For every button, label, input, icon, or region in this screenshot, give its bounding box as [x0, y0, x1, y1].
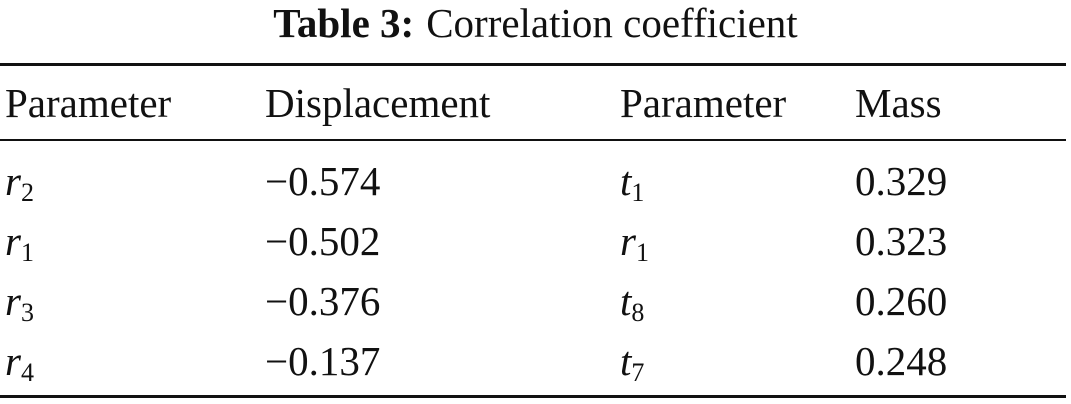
- parameter-cell: r1: [5, 218, 34, 276]
- caption-text: Correlation coefficient: [426, 0, 798, 46]
- parameter-cell: r1: [620, 218, 649, 276]
- symbol: r: [620, 218, 636, 264]
- symbol: r: [5, 338, 21, 384]
- symbol: t: [620, 338, 632, 384]
- mid-rule: [0, 139, 1066, 141]
- parameter-cell: r2: [5, 158, 34, 216]
- subscript: 8: [631, 298, 645, 327]
- header-cell: Displacement: [265, 80, 491, 126]
- symbol: r: [5, 278, 21, 324]
- symbol: r: [5, 218, 21, 264]
- header-cell: Parameter: [620, 80, 787, 126]
- value-cell: 0.248: [855, 338, 948, 384]
- bottom-rule: [0, 395, 1066, 398]
- parameter-cell: r3: [5, 278, 34, 336]
- subscript: 1: [631, 178, 645, 207]
- parameter-cell: t7: [620, 338, 644, 396]
- parameter-cell: t8: [620, 278, 644, 336]
- parameter-cell: r4: [5, 338, 34, 396]
- value-cell: 0.260: [855, 278, 948, 324]
- value-cell: −0.502: [265, 218, 381, 264]
- header-cell: Parameter: [5, 80, 172, 126]
- value-cell: −0.137: [265, 338, 381, 384]
- caption: Table 3: Correlation coefficient: [0, 0, 1071, 46]
- value-cell: −0.376: [265, 278, 381, 324]
- symbol: t: [620, 158, 632, 204]
- subscript: 3: [20, 298, 34, 327]
- value-cell: 0.329: [855, 158, 948, 204]
- parameter-cell: t1: [620, 158, 644, 216]
- subscript: 4: [20, 358, 34, 387]
- header-cell: Mass: [855, 80, 942, 126]
- subscript: 1: [635, 238, 649, 267]
- value-cell: −0.574: [265, 158, 381, 204]
- symbol: t: [620, 278, 632, 324]
- caption-label: Table 3:: [273, 0, 415, 46]
- value-cell: 0.323: [855, 218, 948, 264]
- subscript: 1: [20, 238, 34, 267]
- subscript: 7: [631, 358, 645, 387]
- subscript: 2: [20, 178, 34, 207]
- top-rule: [0, 63, 1066, 66]
- symbol: r: [5, 158, 21, 204]
